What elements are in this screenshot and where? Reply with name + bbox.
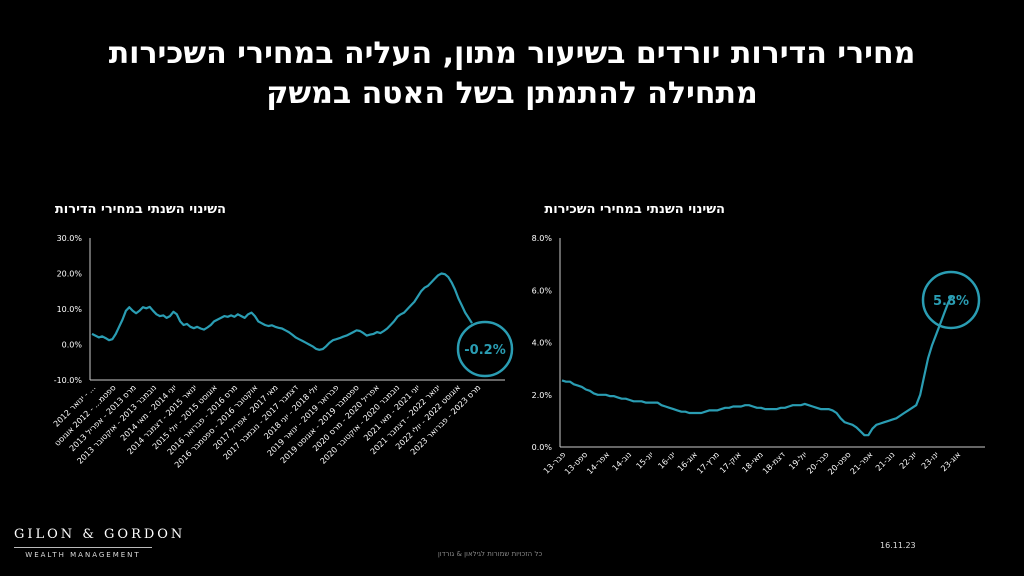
copyright-note: כל הזכויות שמורות לגילאון & גורדון <box>437 550 543 558</box>
y-tick-label: 6.0% <box>532 286 553 295</box>
annotation-circle <box>456 320 514 378</box>
x-tick-label: אוג-23 <box>939 450 962 473</box>
annotation-label: -0.2% <box>464 343 505 358</box>
y-tick-label: 2.0% <box>532 391 553 400</box>
x-tick-label: אפר-14 <box>585 450 611 476</box>
x-tick-label: ספט-20 <box>826 450 852 476</box>
x-tick-label: נוב-14 <box>611 450 634 473</box>
y-tick-label: -10.0% <box>54 376 83 385</box>
x-tick-label: יונ-15 <box>635 450 656 471</box>
x-tick-label: ספט-13 <box>563 450 589 476</box>
x-tick-label: יונ-22 <box>898 450 919 471</box>
y-tick-label: 4.0% <box>532 339 553 348</box>
x-tick-label: אוק-17 <box>718 450 743 475</box>
slide-title-line2: מתחילה להתמתן בשל האטה במשק <box>266 76 758 111</box>
left-chart-title: השינוי השנתי במחירי הדירות <box>54 202 226 217</box>
company-logo: GILON & GORDON WEALTH MANAGEMENT <box>14 527 186 559</box>
x-tick-label: מרץ-17 <box>695 450 721 476</box>
logo-divider <box>14 547 152 548</box>
y-tick-label: 0.0% <box>62 341 83 350</box>
y-tick-label: 30.0% <box>57 234 83 243</box>
x-tick-label: נוב-21 <box>874 450 897 473</box>
annotation-label: 5.8% <box>933 294 969 309</box>
y-tick-label: 20.0% <box>57 270 83 279</box>
y-tick-label: 10.0% <box>57 305 83 314</box>
slide-date: 16.11.23 <box>880 541 916 550</box>
logo-sub-text: WEALTH MANAGEMENT <box>25 551 141 559</box>
series-line <box>91 272 473 351</box>
slide-title: מחירי הדירות יורדים בשיעור מתון, העליה ב… <box>20 34 1004 114</box>
series-line <box>561 294 953 437</box>
chart-housing: 30.0%20.0%10.0%0.0%-10.0%ינואר 2012 - ..… <box>52 234 514 470</box>
x-tick-label: ינו-23 <box>920 450 941 471</box>
x-tick-label: אפר-21 <box>849 450 875 476</box>
logo-main-text: GILON & GORDON <box>14 527 186 542</box>
slide-title-line1: מחירי הדירות יורדים בשיעור מתון, העליה ב… <box>108 36 916 71</box>
x-tick-label: ינו-16 <box>656 450 677 471</box>
right-chart-title: השינוי השנתי במחירי השכירות <box>544 202 725 217</box>
y-tick-label: 0.0% <box>532 443 553 452</box>
annotation-circle <box>921 270 981 330</box>
y-tick-label: 8.0% <box>532 234 553 243</box>
x-tick-label: דצמ-18 <box>761 450 787 476</box>
